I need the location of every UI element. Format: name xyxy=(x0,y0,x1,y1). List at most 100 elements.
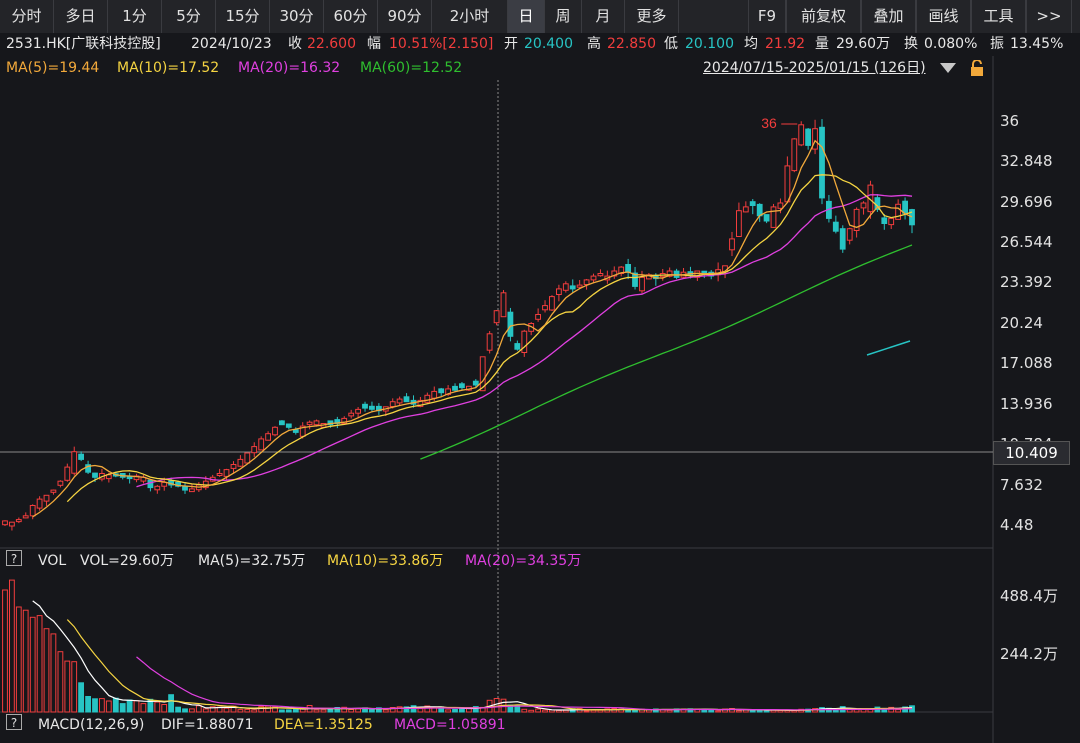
candle-body xyxy=(909,209,915,226)
toolbar-tool-4[interactable]: 工具 xyxy=(971,0,1026,33)
volume-bar xyxy=(57,651,64,713)
candle-body xyxy=(736,210,742,237)
candle-body xyxy=(542,305,548,311)
candle-body xyxy=(805,128,812,146)
candle-body xyxy=(279,420,285,426)
candle-body xyxy=(29,505,36,517)
toolbar-tool-5[interactable]: >> xyxy=(1026,0,1072,33)
help-icon[interactable]: ? xyxy=(6,550,22,566)
volume-bar xyxy=(348,709,355,713)
period-tab-3[interactable]: 5分 xyxy=(162,0,216,33)
candle-body xyxy=(832,221,839,232)
volume-bar xyxy=(168,694,174,713)
volume-bar xyxy=(71,661,78,713)
candle-body xyxy=(749,201,756,206)
volume-bar xyxy=(604,708,611,713)
period-toolbar: 分时 多日 1分 5分 15分 30分 60分 90分 2小时日周月更多 F9 前复权 叠加 画线 工具 >… xyxy=(0,0,1080,34)
volume-bar xyxy=(729,708,735,713)
period-tab-2[interactable]: 1分 xyxy=(108,0,162,33)
volume-bar xyxy=(43,628,50,713)
candle-body xyxy=(431,390,438,399)
help-icon[interactable]: ? xyxy=(6,714,22,730)
candle-body xyxy=(78,453,84,460)
macd-title: MACD(12,26,9) xyxy=(38,717,145,733)
period-tab-6[interactable]: 60分 xyxy=(324,0,378,33)
volume-bar xyxy=(583,710,590,713)
toolbar-tool-1[interactable]: 前复权 xyxy=(786,0,861,33)
ma5-line xyxy=(32,139,913,518)
macd-value: MACD=1.05891 xyxy=(394,717,506,733)
candle-body xyxy=(569,285,576,290)
lock-icon[interactable] xyxy=(970,60,984,76)
volume-bar xyxy=(161,704,168,713)
price-axis-label: 29.696 xyxy=(1000,193,1053,211)
period-tab-11[interactable]: 月 xyxy=(582,0,625,33)
volume-current: VOL=29.60万 xyxy=(80,553,174,569)
candle-body xyxy=(770,206,777,228)
candle-body xyxy=(362,403,368,409)
candle-body xyxy=(791,138,798,172)
avg-label: 均 xyxy=(744,36,758,52)
candle-body xyxy=(50,489,57,493)
volume-bar xyxy=(147,698,154,713)
period-tab-8[interactable]: 2小时 xyxy=(432,0,508,33)
ma10-line xyxy=(66,174,913,503)
open-label: 开 xyxy=(504,36,518,52)
ma60-legend: MA(60)=12.52 xyxy=(360,60,463,76)
period-tab-9[interactable]: 日 xyxy=(508,0,545,33)
volume-bar xyxy=(85,696,91,713)
volume-bar xyxy=(763,710,770,713)
chevron-down-icon[interactable] xyxy=(940,63,956,73)
candle-body xyxy=(853,208,860,231)
volume-bar xyxy=(369,709,375,713)
candle-body xyxy=(223,469,230,477)
candle-body xyxy=(895,203,902,220)
macd-dif: DIF=1.88071 xyxy=(161,717,254,733)
low-label: 低 xyxy=(664,36,678,52)
period-tab-7[interactable]: 90分 xyxy=(378,0,432,33)
candle-body xyxy=(15,519,22,523)
candle-body xyxy=(216,473,223,476)
high-value: 22.850 xyxy=(607,36,656,52)
volume-bar xyxy=(459,708,465,713)
volume-ma5: MA(5)=32.75万 xyxy=(198,553,306,569)
toolbar-tool-2[interactable]: 叠加 xyxy=(861,0,916,33)
volume-bar xyxy=(535,708,542,713)
volume-axis-top: 488.4万 xyxy=(1000,587,1058,605)
candle-body xyxy=(154,485,161,491)
avg-value: 21.92 xyxy=(765,36,806,52)
volume-bar xyxy=(22,609,29,713)
candle-body xyxy=(860,202,867,209)
candle-body xyxy=(292,429,299,433)
volume-bar xyxy=(521,708,528,713)
volume-bar xyxy=(279,709,285,713)
date-range-selector[interactable]: 2024/07/15-2025/01/15 (126日) xyxy=(703,60,926,76)
period-tab-12[interactable]: 更多 xyxy=(625,0,679,33)
period-tab-0[interactable]: 分时 xyxy=(0,0,54,33)
period-tab-4[interactable]: 15分 xyxy=(216,0,270,33)
candle-body xyxy=(535,314,542,320)
volume-bar xyxy=(313,709,320,713)
volume-bar xyxy=(258,706,265,713)
candle-body xyxy=(43,494,50,502)
toolbar-tool-3[interactable]: 画线 xyxy=(916,0,971,33)
period-tab-5[interactable]: 30分 xyxy=(270,0,324,33)
toolbar-tool-0[interactable]: F9 xyxy=(748,0,786,33)
volume-bar xyxy=(112,697,119,713)
volume-ma20: MA(20)=34.35万 xyxy=(465,553,582,569)
turnover-label: 换 xyxy=(904,36,918,52)
candle-body xyxy=(583,279,590,285)
volume-bar xyxy=(382,709,389,713)
candle-body xyxy=(784,165,791,203)
candle-body xyxy=(182,486,188,491)
quote-info-bar: 2531.HK[广联科技控股] 2024/10/23 收 22.600 幅 10… xyxy=(0,33,1080,55)
volume-bar xyxy=(182,708,188,713)
volume-bar xyxy=(736,710,742,713)
candle-body xyxy=(57,480,64,486)
volume-bar xyxy=(2,589,8,713)
candle-body xyxy=(742,206,749,213)
period-tab-10[interactable]: 周 xyxy=(545,0,582,33)
period-tab-1[interactable]: 多日 xyxy=(54,0,108,33)
volume-bar xyxy=(403,706,410,713)
